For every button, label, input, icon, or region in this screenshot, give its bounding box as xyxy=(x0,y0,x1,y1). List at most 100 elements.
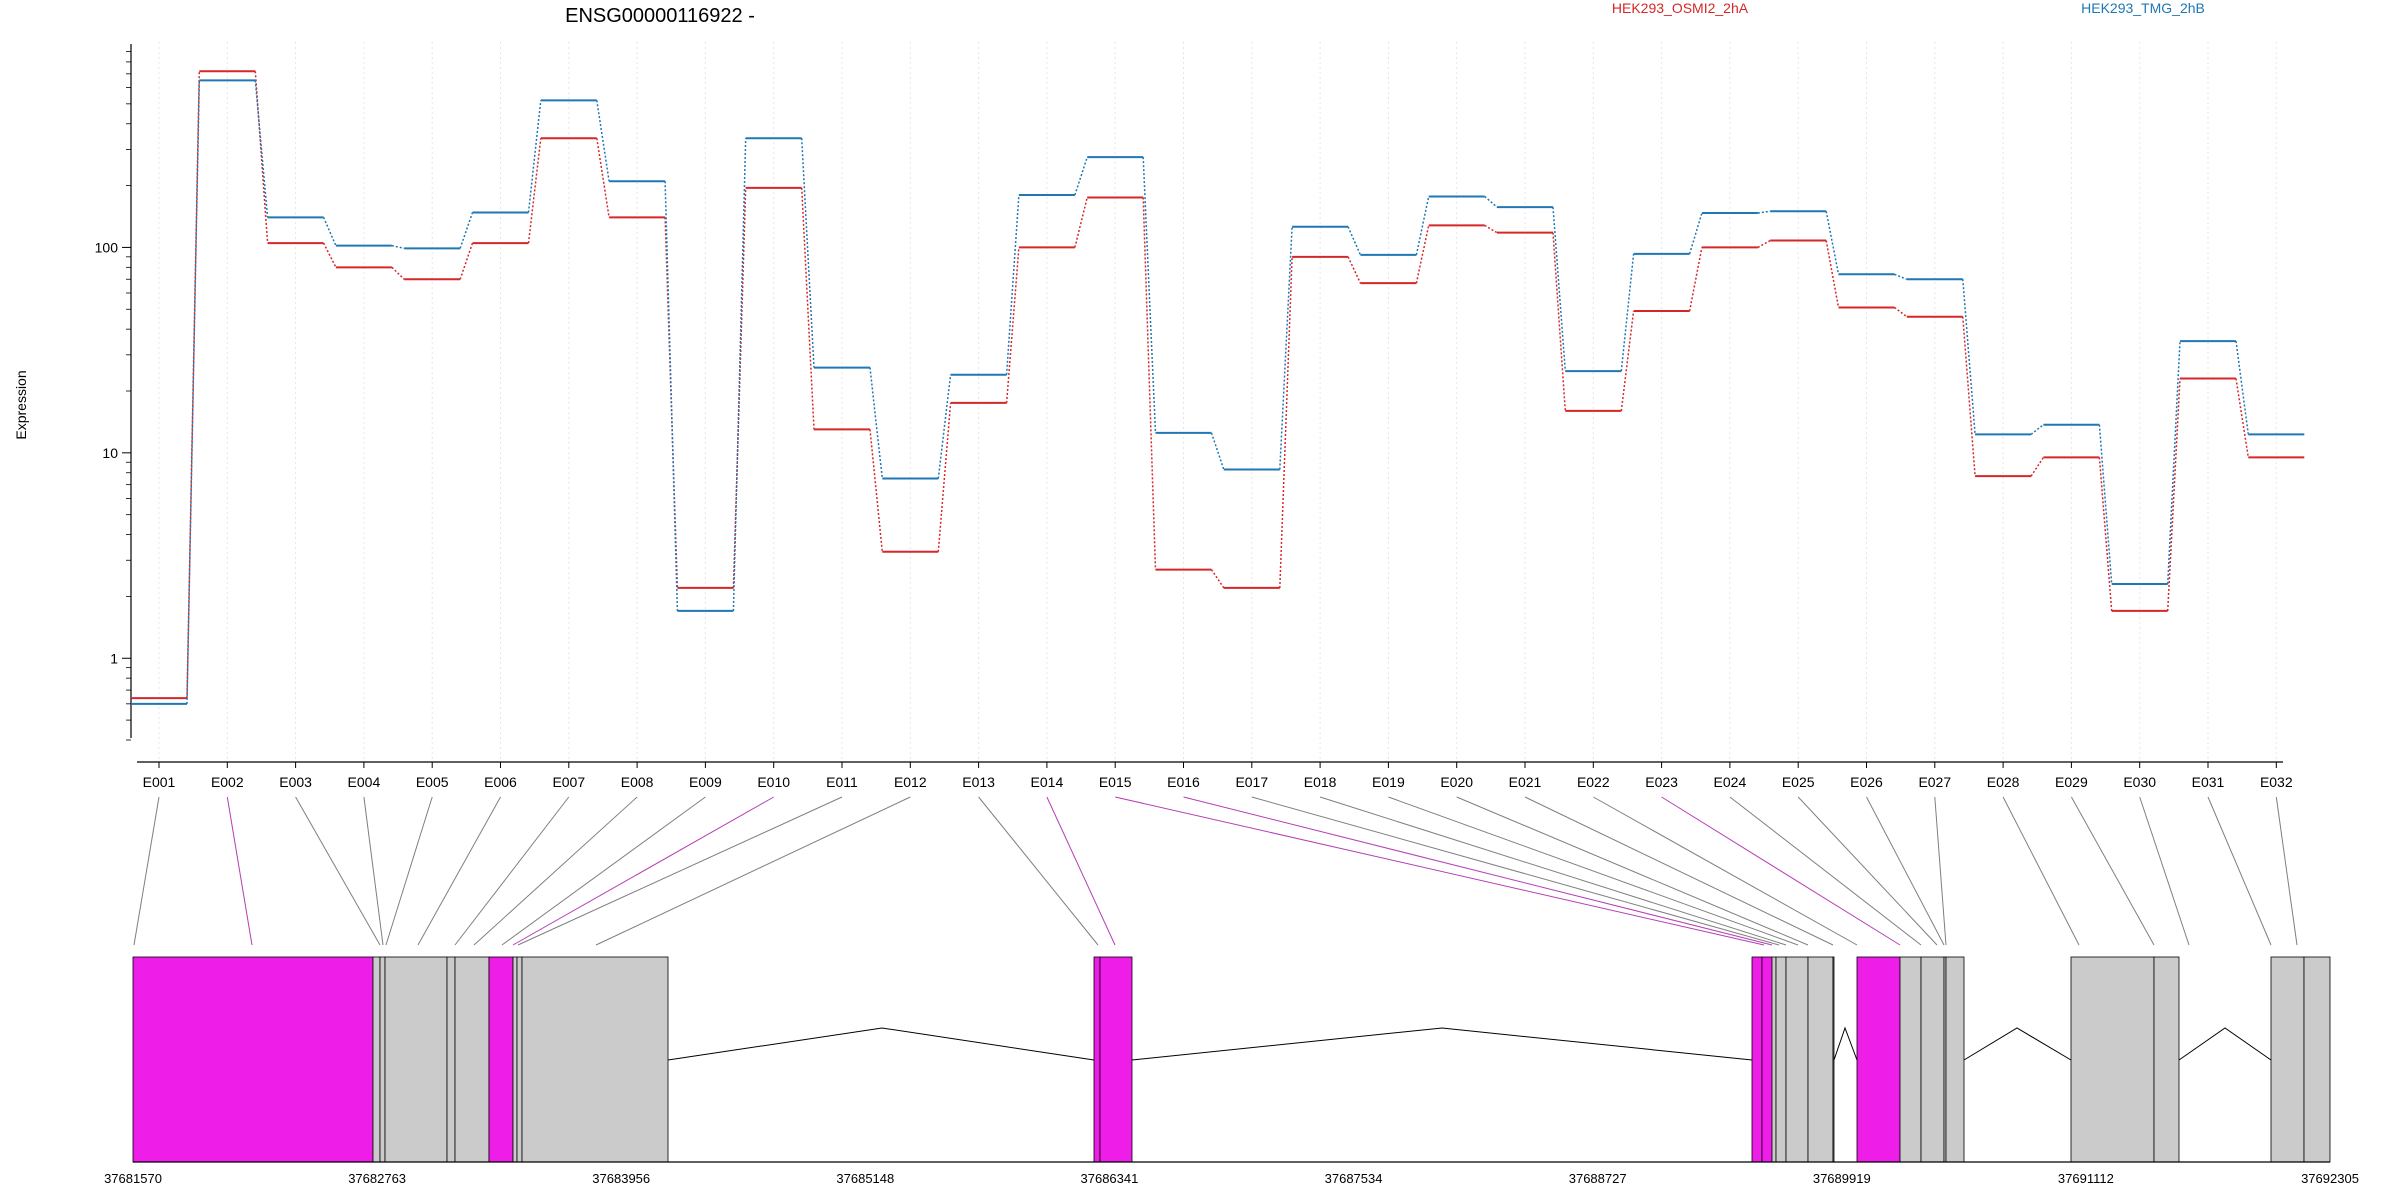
series-transition xyxy=(1552,232,1567,411)
y-axis: 1 10 100 xyxy=(95,44,132,741)
series-transition xyxy=(937,402,952,552)
intron-line xyxy=(667,1027,1095,1061)
exon-box xyxy=(1775,956,1787,1163)
series-transition xyxy=(1825,211,1840,275)
exon-connector xyxy=(1866,796,1945,946)
series-transition xyxy=(664,181,679,611)
series-transition xyxy=(322,217,337,246)
exon-connector xyxy=(1934,796,1947,946)
x-axis: E001 E002 E003 E004 E005 E006 E007 E008 E009 E010… xyxy=(137,761,2293,790)
exon-box xyxy=(454,956,490,1163)
x-tick-label: E016 xyxy=(1167,774,1200,790)
series-transition xyxy=(2098,424,2113,585)
y-tick-label: 1 xyxy=(110,650,118,666)
series-transition xyxy=(186,71,201,699)
x-tick-label: E001 xyxy=(143,774,176,790)
series-transition xyxy=(2030,424,2044,435)
x-tick-label: E029 xyxy=(2055,774,2088,790)
exon-connector xyxy=(133,796,160,946)
exon-connector xyxy=(1183,796,1773,946)
exon-connector xyxy=(1797,796,1938,946)
series-transition xyxy=(1279,256,1293,588)
exon-box xyxy=(384,956,448,1163)
series-transition xyxy=(1415,225,1430,284)
series-transition xyxy=(1825,240,1840,308)
series-transition xyxy=(2098,457,2113,611)
exon-box xyxy=(1785,956,1809,1163)
x-tick-label: E021 xyxy=(1509,774,1542,790)
exon-box xyxy=(1751,956,1763,1163)
chart-title: ENSG00000116922 - xyxy=(565,5,755,27)
exon-box xyxy=(1771,956,1777,1163)
gene-model xyxy=(132,956,2331,1163)
series-transition xyxy=(1005,247,1020,403)
legend-entry-tmg: HEK293_TMG_2hB xyxy=(2081,0,2205,16)
series-transition xyxy=(1620,310,1635,411)
x-tick-label: E008 xyxy=(621,774,654,790)
exon-box xyxy=(1099,956,1133,1163)
series-transition xyxy=(800,138,815,368)
exon-connector xyxy=(517,796,843,946)
genomic-coordinate-label: 37682763 xyxy=(348,1171,406,1186)
series-transition xyxy=(596,100,610,182)
y-tick-label: 100 xyxy=(95,239,119,255)
exon-connector xyxy=(501,796,706,946)
x-tick-label: E009 xyxy=(689,774,722,790)
series-transition xyxy=(1757,239,1771,249)
exon-box xyxy=(1899,956,1922,1163)
exon-box xyxy=(512,956,518,1163)
x-tick-label: E032 xyxy=(2260,774,2293,790)
legend-entry-osmi2: HEK293_OSMI2_2hA xyxy=(1612,0,1749,16)
exon-box xyxy=(372,956,381,1163)
x-tick-label: E002 xyxy=(211,774,244,790)
exon-connector xyxy=(454,796,570,946)
series-transition xyxy=(527,138,542,244)
series-transition xyxy=(937,374,952,479)
exon-connector xyxy=(1593,796,1858,946)
series-transition xyxy=(1347,256,1362,284)
series-transition xyxy=(391,266,405,280)
series-transition xyxy=(1620,253,1635,372)
series-transition xyxy=(1005,194,1020,375)
series-transition xyxy=(1757,210,1771,214)
series-transition xyxy=(1279,226,1293,470)
exon-connector xyxy=(2139,796,2190,946)
series-transition xyxy=(322,242,337,268)
exon-connector xyxy=(385,796,433,946)
exon-connector xyxy=(363,796,384,946)
x-tick-label: E012 xyxy=(894,774,927,790)
intron-line xyxy=(1131,1027,1753,1061)
x-tick-label: E028 xyxy=(1987,774,2020,790)
exon-connector xyxy=(2070,796,2155,946)
exon-box xyxy=(379,956,386,1163)
exon-box xyxy=(1807,956,1834,1163)
series-transition xyxy=(869,367,884,479)
series-transition xyxy=(459,212,474,249)
x-tick-label: E014 xyxy=(1031,774,1064,790)
exon-connector xyxy=(1524,796,1834,946)
exon-connectors xyxy=(133,796,2298,946)
x-tick-label: E006 xyxy=(484,774,517,790)
series-transition xyxy=(1894,273,1908,280)
x-tick-label: E010 xyxy=(757,774,790,790)
exon-connector xyxy=(226,796,253,946)
exon-connector xyxy=(2002,796,2080,946)
series-transition xyxy=(2235,378,2250,458)
exon-box xyxy=(516,956,523,1163)
exon-connector xyxy=(2275,796,2298,946)
exon-connector xyxy=(978,796,1099,946)
series-transition xyxy=(391,244,405,250)
series-transition xyxy=(1074,156,1088,196)
genomic-coordinate-label: 37685148 xyxy=(836,1171,894,1186)
genomic-coordinate-label: 37689919 xyxy=(1813,1171,1871,1186)
exon-box xyxy=(132,956,374,1163)
y-tick-label: 10 xyxy=(102,445,118,461)
x-tick-label: E024 xyxy=(1714,774,1747,790)
series-lines xyxy=(131,70,2305,705)
series-transition xyxy=(254,80,269,218)
exon-box xyxy=(1920,956,1945,1163)
series-transition xyxy=(527,100,542,213)
x-tick-label: E022 xyxy=(1577,774,1610,790)
exon-connector xyxy=(1115,796,1765,946)
